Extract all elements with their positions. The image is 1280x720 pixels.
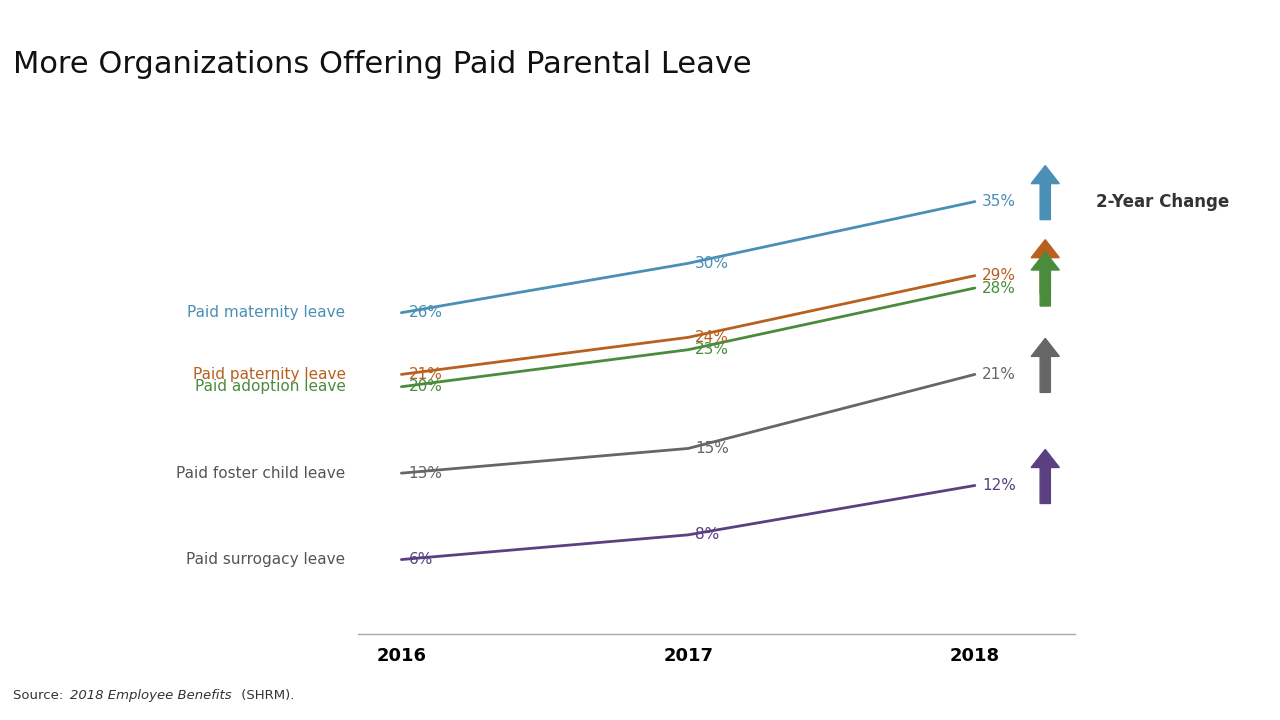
Text: 35%: 35% (982, 194, 1016, 209)
Text: 13%: 13% (408, 466, 443, 481)
Text: 23%: 23% (695, 342, 730, 357)
Text: Paid foster child leave: Paid foster child leave (177, 466, 346, 481)
Text: 28%: 28% (982, 281, 1016, 295)
Text: 21%: 21% (408, 367, 443, 382)
Text: 21%: 21% (982, 367, 1016, 382)
Text: 20%: 20% (408, 379, 443, 395)
Text: 15%: 15% (695, 441, 730, 456)
Text: More Organizations Offering Paid Parental Leave: More Organizations Offering Paid Parenta… (13, 50, 751, 79)
Text: 2018 Employee Benefits: 2018 Employee Benefits (70, 689, 232, 702)
Text: 8%: 8% (695, 527, 719, 542)
Text: Paid adoption leave: Paid adoption leave (195, 379, 346, 395)
Text: 12%: 12% (982, 478, 1016, 493)
Text: Paid maternity leave: Paid maternity leave (187, 305, 346, 320)
Text: 24%: 24% (695, 330, 730, 345)
Text: (SHRM).: (SHRM). (237, 689, 294, 702)
Text: 6%: 6% (408, 552, 433, 567)
Text: 29%: 29% (982, 268, 1016, 283)
Text: Source:: Source: (13, 689, 68, 702)
Text: 2-Year Change: 2-Year Change (1097, 192, 1230, 210)
Text: Paid paternity leave: Paid paternity leave (192, 367, 346, 382)
Text: 26%: 26% (408, 305, 443, 320)
Text: 30%: 30% (695, 256, 730, 271)
Text: Paid surrogacy leave: Paid surrogacy leave (187, 552, 346, 567)
